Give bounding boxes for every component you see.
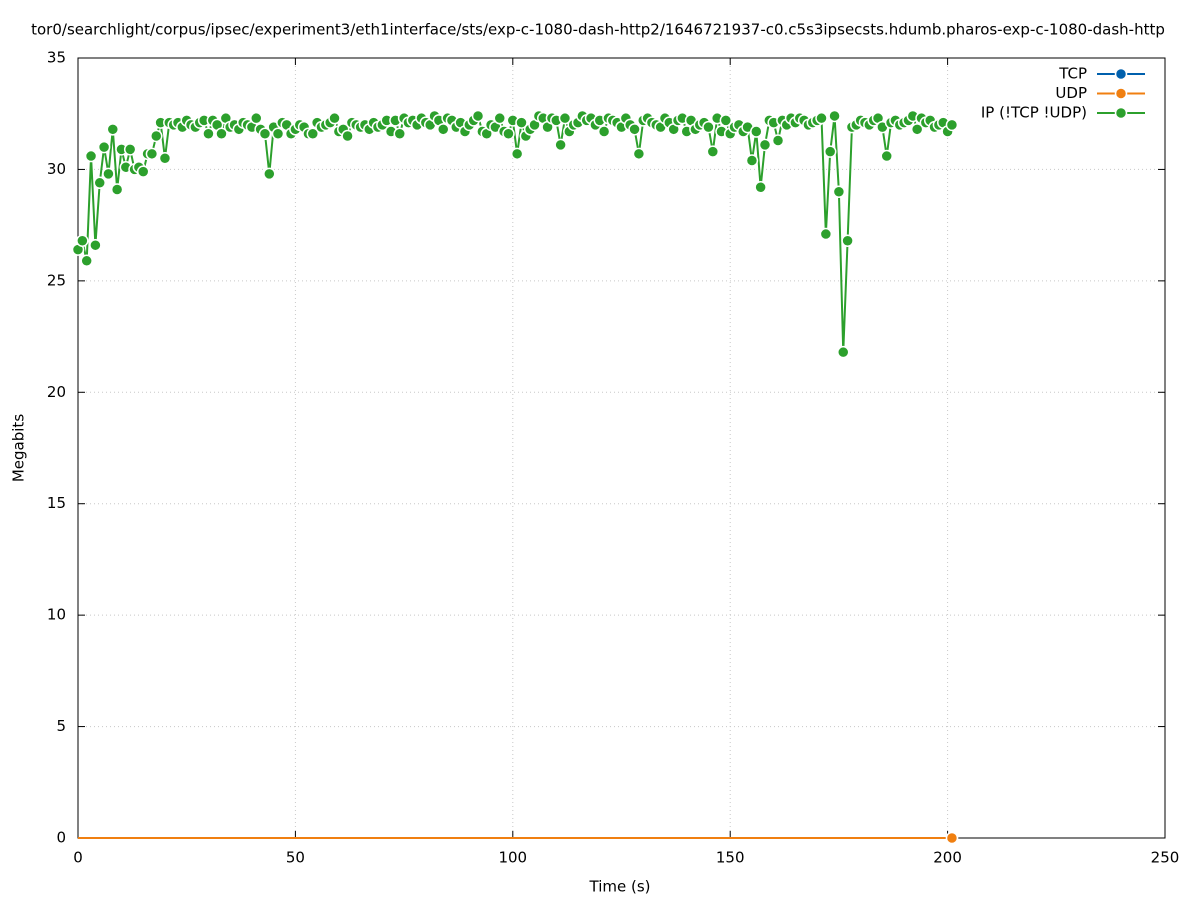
data-point: [215, 127, 228, 141]
data-point: [945, 831, 959, 845]
data-point: [106, 123, 120, 136]
x-tick-label: 0: [73, 849, 83, 867]
data-point: [771, 134, 785, 147]
plot-border: [77, 57, 1166, 839]
x-tick-label: 50: [286, 849, 305, 867]
legend-label: IP (!TCP !UDP): [981, 104, 1087, 122]
chart-title: tor0/searchlight/corpus/ipsec/experiment…: [31, 21, 1165, 39]
data-point: [597, 125, 611, 138]
legend-marker: [1114, 67, 1128, 81]
data-point: [828, 109, 841, 123]
data-point: [341, 129, 354, 143]
data-point: [832, 185, 846, 198]
data-point: [76, 234, 89, 247]
data-point: [702, 120, 715, 134]
data-point: [271, 127, 285, 141]
data-point: [93, 176, 106, 190]
y-axis-label: Megabits: [10, 414, 28, 482]
data-point: [745, 154, 759, 167]
data-point: [815, 111, 828, 125]
data-point: [515, 116, 528, 129]
data-point: [510, 147, 524, 161]
y-tick-label: 15: [47, 494, 66, 512]
y-tick-label: 5: [56, 717, 66, 735]
data-point: [558, 111, 572, 125]
data-point: [836, 345, 850, 359]
y-tick-label: 10: [47, 606, 66, 624]
data-point: [80, 254, 93, 268]
data-point: [719, 114, 733, 127]
data-point: [150, 129, 163, 143]
y-tick-label: 0: [56, 829, 66, 847]
legend-marker: [1114, 106, 1128, 120]
data-point: [158, 152, 172, 165]
data-point: [306, 127, 320, 141]
data-point: [110, 183, 124, 196]
data-point: [136, 165, 150, 178]
data-point: [750, 125, 763, 138]
legend-label: UDP: [1055, 84, 1087, 102]
x-tick-label: 200: [933, 849, 962, 867]
x-tick-label: 100: [498, 849, 527, 867]
data-point: [628, 123, 641, 136]
data-point: [502, 127, 515, 141]
data-point: [328, 111, 341, 125]
x-tick-label: 250: [1151, 849, 1180, 867]
data-point: [471, 109, 485, 123]
legend-marker: [1114, 87, 1128, 100]
data-point: [258, 127, 272, 141]
data-point: [632, 147, 646, 161]
data-point: [97, 140, 111, 154]
data-point: [945, 118, 959, 132]
data-point: [393, 127, 407, 141]
data-point: [706, 145, 720, 158]
y-tick-label: 20: [47, 383, 66, 401]
data-point: [819, 227, 833, 241]
y-tick-label: 30: [47, 160, 66, 178]
data-point: [841, 234, 854, 247]
data-point: [263, 167, 276, 181]
data-point: [84, 149, 98, 163]
x-tick-label: 150: [716, 849, 745, 867]
data-point: [123, 143, 137, 156]
data-point: [102, 167, 115, 181]
data-point: [754, 181, 767, 194]
legend-label: TCP: [1058, 65, 1087, 83]
data-point: [436, 123, 450, 136]
data-point: [554, 138, 567, 152]
data-point: [880, 149, 893, 163]
data-point: [758, 138, 772, 152]
data-point: [493, 111, 507, 125]
data-point: [910, 123, 924, 136]
x-axis-label: Time (s): [589, 878, 651, 896]
data-point: [89, 238, 102, 252]
data-point: [202, 127, 215, 141]
y-tick-label: 25: [47, 271, 66, 289]
y-tick-label: 35: [47, 49, 66, 67]
data-point: [145, 147, 159, 161]
data-point: [250, 111, 263, 125]
data-point: [823, 145, 837, 158]
